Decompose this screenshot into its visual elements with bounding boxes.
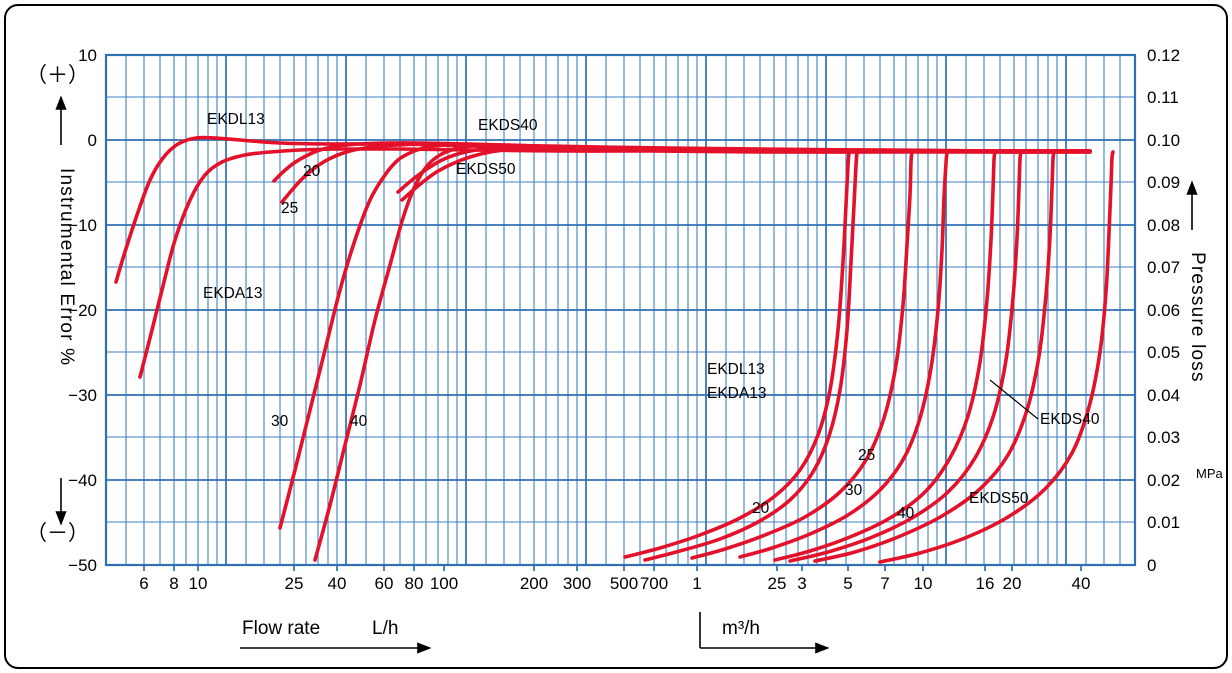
y-right-tick-label: 0.09 <box>1147 173 1180 192</box>
tick-marks-layer <box>143 565 1082 571</box>
y-left-tick-label: −20 <box>68 301 97 320</box>
right-axis-title: Pressure loss <box>1187 252 1208 383</box>
y-right-tick-label: 0.12 <box>1147 46 1180 65</box>
left-axis-minus-sign: （－） <box>26 522 89 545</box>
x-axis-unit-lh: L/h <box>372 618 398 639</box>
outer-frame <box>4 4 1228 669</box>
annotation-err-30: 30 <box>271 413 289 430</box>
x-tick-label: 25 <box>285 574 304 593</box>
x-tick-label: 500 <box>610 574 638 593</box>
y-right-tick-label: 0.06 <box>1147 301 1180 320</box>
y-right-tick-label: 0.05 <box>1147 343 1180 362</box>
curves-layer <box>114 135 1115 564</box>
annotation-pl-ekds40: EKDS40 <box>1040 411 1100 428</box>
x-tick-label: 8 <box>169 574 178 593</box>
curve-ekd25-pressure-loss <box>738 150 949 559</box>
x-tick-label: 200 <box>520 574 548 593</box>
curve-ekdl13-pressure-loss <box>623 150 851 559</box>
curve-ekd40-pressure-loss <box>788 150 1023 563</box>
x-tick-label: 3 <box>797 574 806 593</box>
x-tick-label: 100 <box>430 574 458 593</box>
annotation-pl-20: 20 <box>752 500 770 517</box>
y-right-tick-label: 0.04 <box>1147 386 1180 405</box>
y-left-tick-label: −50 <box>68 556 97 575</box>
curve-annotations-layer: EKDL13 EKDA13 20 25 30 40 EKDS40 EKDS50 EKDL13 EK… <box>203 111 1100 522</box>
bottom-axis-title-group: Flow rate L/h m³/h <box>240 612 830 654</box>
annotation-err-ekdl13: EKDL13 <box>207 111 265 128</box>
y-left-tick-label: −40 <box>68 471 97 490</box>
y-right-tick-label: 0.07 <box>1147 258 1180 277</box>
annotation-err-ekds50: EKDS50 <box>456 161 516 178</box>
x-tick-label: 7 <box>880 574 889 593</box>
x-axis-title: Flow rate <box>242 618 320 639</box>
annotation-pl-40: 40 <box>897 505 915 522</box>
y-right-tick-label: 0.02 <box>1147 471 1180 490</box>
y-axis-right-tick-labels: 0.12 0.11 0.10 0.09 0.08 0.07 0.06 0.05 0.04 0.03… <box>1147 46 1180 575</box>
x-tick-label: 80 <box>405 574 424 593</box>
x-tick-label: 10 <box>189 574 208 593</box>
plot-area-border <box>104 53 1137 567</box>
y-right-tick-label: 0.10 <box>1147 131 1180 150</box>
annotation-err-40: 40 <box>350 413 368 430</box>
x-tick-label: 16 <box>976 574 995 593</box>
y-right-tick-label: 0 <box>1147 556 1156 575</box>
annotation-err-20: 20 <box>303 163 321 180</box>
curve-ekd30-pressure-loss <box>773 150 997 562</box>
annotation-pl-25: 25 <box>858 447 875 464</box>
x-tick-label: 40 <box>1072 574 1091 593</box>
right-axis-unit: MPa <box>1196 466 1224 481</box>
curve-ekda13-pressure-loss <box>643 150 859 562</box>
x-tick-label: 300 <box>563 574 591 593</box>
y-right-tick-label: 0.08 <box>1147 216 1180 235</box>
annotation-pl-ekds50: EKDS50 <box>969 490 1029 507</box>
annotation-err-ekds40: EKDS40 <box>478 117 538 134</box>
x-tick-label: 6 <box>139 574 148 593</box>
ekds40-leader <box>989 379 1039 420</box>
x-tick-label: 5 <box>843 574 852 593</box>
y-axis-left-tick-labels: 10 0 −10 −20 −30 −40 −50 <box>68 46 97 575</box>
x-tick-label: 60 <box>375 574 394 593</box>
annotation-err-ekda13: EKDA13 <box>203 285 262 302</box>
y-left-tick-label: −10 <box>68 216 97 235</box>
y-left-tick-label: −30 <box>68 386 97 405</box>
plot-border <box>104 53 1137 567</box>
left-axis-plus-sign: （＋） <box>26 64 89 87</box>
x-tick-label: 10 <box>914 574 933 593</box>
ekds40-leader-line <box>989 379 1039 420</box>
curve-group <box>114 135 1115 564</box>
left-axis-title-group: （＋） Instrumental Error % （－） <box>26 64 89 545</box>
annotation-pl-ekda13: EKDA13 <box>707 385 766 402</box>
annotation-pl-30: 30 <box>845 482 863 499</box>
x-tick-label: 25 <box>768 574 787 593</box>
y-left-tick-label: 0 <box>88 131 97 150</box>
left-axis-title: Instrumental Error % <box>56 168 77 366</box>
curve-ekda13-error <box>138 147 1092 379</box>
curve-ekds50-error <box>400 146 1092 202</box>
x-axis-tick-labels: 6 8 10 25 40 60 80 100 200 300 500 700 1 25 3 5 7 10 16 20 4… <box>139 574 1090 593</box>
x-axis-unit-m3h: m³/h <box>722 618 760 639</box>
x-tick-label: 1 <box>692 574 701 593</box>
curve-ekds50-pressure-loss <box>878 150 1115 564</box>
x-tick-label: 20 <box>1003 574 1022 593</box>
x-tick-label: 700 <box>640 574 668 593</box>
y-right-tick-label: 0.03 <box>1147 428 1180 447</box>
right-axis-title-group: Pressure loss MPa <box>1186 180 1224 481</box>
x-tick-label: 40 <box>328 574 347 593</box>
y-right-tick-label: 0.11 <box>1147 88 1179 107</box>
y-right-tick-label: 0.01 <box>1147 513 1180 532</box>
annotation-pl-ekdl13: EKDL13 <box>707 361 765 378</box>
annotation-err-25: 25 <box>281 200 298 217</box>
curve-ekd20-pressure-loss <box>690 150 914 560</box>
y-left-tick-label: 10 <box>78 46 97 65</box>
